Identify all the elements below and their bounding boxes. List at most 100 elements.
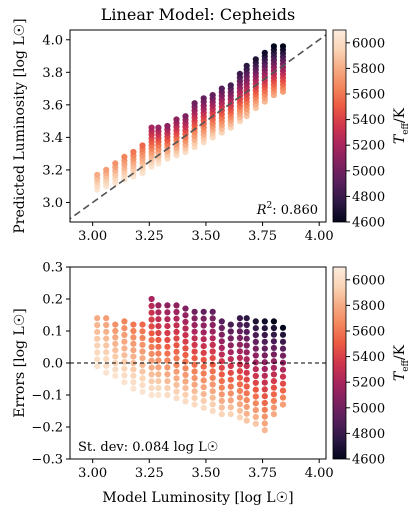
- bottom-data-point: [191, 401, 198, 408]
- bottom-data-point: [155, 357, 162, 364]
- bottom-data-point: [227, 390, 234, 397]
- bottom-data-point: [173, 368, 180, 375]
- top-data-point: [155, 124, 162, 131]
- bottom-data-point: [279, 352, 287, 359]
- colorbar-tick-label: 4600: [352, 216, 385, 231]
- x-tick-label: 4.00: [305, 466, 334, 481]
- bottom-data-point: [103, 362, 110, 369]
- bottom-data-point: [155, 350, 162, 357]
- bottom-data-point: [182, 332, 189, 339]
- bottom-data-point: [261, 359, 268, 366]
- bottom-data-point: [218, 331, 225, 338]
- bottom-data-point: [243, 349, 250, 356]
- bottom-data-point: [121, 352, 128, 359]
- x-tick-label: 3.50: [191, 466, 220, 481]
- bottom-data-point: [236, 321, 243, 328]
- bottom-data-point: [164, 385, 171, 392]
- bottom-data-point: [252, 359, 259, 366]
- bottom-data-point: [236, 348, 243, 355]
- y-tick-label: 0.0: [42, 357, 63, 372]
- bottom-data-point: [236, 381, 243, 388]
- bottom-data-point: [112, 340, 119, 347]
- bottom-data-point: [121, 318, 128, 325]
- top-axes-frame: [69, 29, 327, 223]
- top-data-point: [279, 43, 287, 50]
- bottom-data-point: [182, 365, 189, 372]
- bottom-data-point: [218, 378, 225, 385]
- top-data-point: [252, 56, 259, 63]
- bottom-panel: 3.00 3.25 3.50 3.75 4.00 −0.3 −0.2 −0.1 0.0 0.1 0…: [12, 261, 334, 507]
- top-y-ticks: 3.0 3.2 3.4 3.6 3.8 4.0: [42, 33, 70, 211]
- bottom-data-point: [218, 351, 225, 358]
- bottom-data-point: [112, 353, 119, 360]
- bottom-data-point: [182, 351, 189, 359]
- bottom-data-point: [148, 337, 155, 344]
- bottom-data-point: [209, 348, 216, 355]
- bottom-x-ticks: 3.00 3.25 3.50 3.75 4.00: [78, 459, 334, 481]
- top-data-point: [121, 153, 128, 160]
- top-colorbar-ticks: 4600 4800 5000 5200 5400 5600 5800 6000: [346, 36, 385, 231]
- bottom-data-point: [236, 374, 243, 381]
- x-tick-label: 3.50: [191, 229, 220, 244]
- bottom-data-point: [252, 332, 259, 339]
- bottom-data-point: [112, 372, 119, 379]
- bottom-data-point: [200, 363, 207, 370]
- bottom-data-point: [227, 328, 234, 335]
- bottom-data-point: [252, 413, 259, 421]
- x-tick-label: 3.25: [135, 466, 164, 481]
- bottom-data-point: [209, 407, 216, 415]
- bottom-data-point: [191, 394, 198, 402]
- bottom-data-point: [261, 365, 268, 373]
- top-panel: 3.00 3.25 3.50 3.75 4.00 3.03.23.43.63.84.0 …: [12, 18, 334, 244]
- colorbar-tick-label: 4800: [352, 190, 385, 205]
- bottom-data-point: [182, 318, 189, 325]
- bottom-data-point: [121, 372, 128, 379]
- bottom-data-point: [164, 309, 171, 316]
- bottom-data-point: [173, 328, 180, 335]
- bottom-data-point: [191, 375, 198, 382]
- bottom-data-point: [252, 407, 259, 414]
- bottom-data-point: [200, 349, 207, 356]
- bottom-data-point: [112, 327, 119, 335]
- colorbar-tick-label: 5200: [352, 376, 385, 391]
- bottom-data-point: [139, 341, 146, 348]
- bottom-data-point: [261, 352, 268, 359]
- bottom-data-point: [164, 364, 171, 371]
- bottom-data-point: [218, 391, 225, 398]
- colorbar-tick-label: 5200: [352, 139, 385, 154]
- bottom-y-ticks: −0.3 −0.2 −0.1 0.0 0.1 0.2 0.3: [31, 261, 70, 468]
- colorbar-tick-label: 5000: [352, 164, 385, 179]
- bottom-data-point: [139, 388, 146, 395]
- bottom-data-point: [200, 308, 207, 315]
- y-tick-label: −0.3: [31, 453, 63, 468]
- bottom-data-point: [121, 365, 128, 372]
- bottom-data-point: [279, 387, 287, 394]
- y-tick-label: 3.4: [42, 131, 63, 146]
- top-data-point: [218, 85, 225, 92]
- stdev-unit: log L☉: [174, 440, 219, 455]
- bottom-data-point: [270, 344, 277, 351]
- bottom-data-point: [243, 342, 250, 349]
- bottom-data-point: [236, 334, 243, 342]
- top-data-point: [236, 70, 243, 77]
- bottom-data-point: [279, 324, 287, 331]
- bottom-data-point: [130, 385, 137, 392]
- bottom-data-point: [270, 378, 277, 385]
- bottom-data-point: [155, 343, 162, 350]
- r2-value: 0.860: [281, 203, 318, 218]
- bottom-data-point: [270, 324, 277, 332]
- bottom-colorbar: 4600 4800 5000 5200 5400 5600 5800 6000 Teff/K: [332, 266, 411, 468]
- colorbar-tick-label: 5600: [352, 88, 385, 103]
- bottom-data-point: [236, 401, 243, 408]
- bottom-data-point: [236, 407, 243, 414]
- bottom-data-point: [236, 354, 243, 361]
- bottom-data-point: [261, 331, 268, 339]
- colorbar-tick-label: 6000: [352, 36, 385, 51]
- bottom-data-point: [139, 375, 146, 382]
- bottom-data-point: [155, 329, 162, 337]
- top-data-point: [270, 43, 277, 50]
- bottom-data-point: [227, 356, 234, 363]
- bottom-data-point: [130, 334, 137, 341]
- bottom-data-point: [139, 382, 146, 389]
- bottom-data-point: [173, 342, 180, 349]
